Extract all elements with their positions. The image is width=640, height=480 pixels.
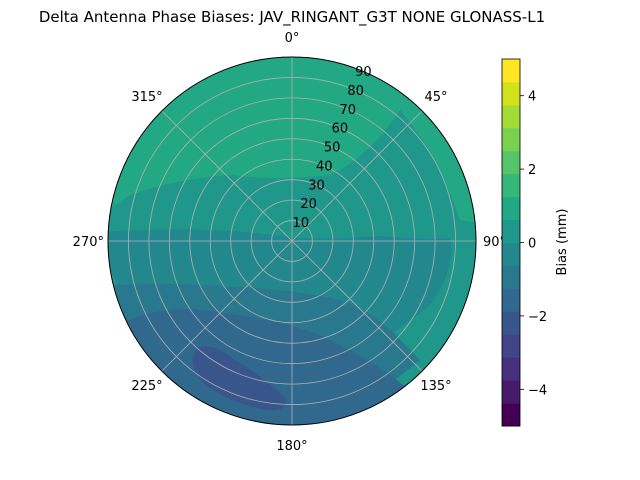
colorbar-band-9 bbox=[502, 196, 520, 221]
colorbar-tick-label-2: 0 bbox=[528, 237, 536, 252]
angle-label-135: 135° bbox=[420, 379, 451, 394]
angle-label-270: 270° bbox=[73, 235, 104, 250]
colorbar-band-14 bbox=[502, 81, 520, 106]
colorbar-label: Bias (mm) bbox=[555, 209, 570, 276]
angle-label-225: 225° bbox=[131, 379, 162, 394]
colorbar-band-6 bbox=[502, 265, 520, 289]
angular-grid bbox=[108, 57, 476, 425]
colorbar-band-0 bbox=[502, 403, 520, 427]
colorbar-tick-label-1: −2 bbox=[528, 310, 547, 325]
colorbar-band-8 bbox=[502, 219, 520, 243]
colorbar-band-13 bbox=[502, 104, 520, 129]
radial-label-60: 60 bbox=[332, 122, 349, 137]
angle-label-90: 90° bbox=[483, 235, 506, 250]
angle-label-45: 45° bbox=[424, 90, 447, 105]
radial-label-10: 10 bbox=[293, 216, 310, 231]
angular-gridline-135 bbox=[291, 240, 423, 372]
radial-labels: 10 20 30 40 50 60 70 80 90 bbox=[293, 65, 372, 231]
colorbar-band-3 bbox=[502, 334, 520, 358]
radial-label-80: 80 bbox=[347, 84, 364, 99]
colorbar: −4 −2 0 2 4 bbox=[501, 58, 547, 427]
radial-label-30: 30 bbox=[308, 178, 325, 193]
radial-label-40: 40 bbox=[316, 159, 333, 174]
colorbar-band-10 bbox=[502, 173, 520, 198]
chart-title: Delta Antenna Phase Biases: JAV_RINGANT_… bbox=[39, 8, 545, 27]
radial-label-70: 70 bbox=[339, 103, 356, 118]
colorbar-band-11 bbox=[502, 150, 520, 175]
colorbar-band-2 bbox=[502, 357, 520, 381]
radial-label-20: 20 bbox=[300, 197, 317, 212]
colorbar-band-15 bbox=[502, 59, 520, 83]
angular-gridline-225 bbox=[161, 240, 293, 372]
polar-frame bbox=[107, 56, 477, 426]
angle-label-0: 0° bbox=[285, 31, 300, 46]
colorbar-band-12 bbox=[502, 127, 520, 152]
colorbar-band-4 bbox=[502, 311, 520, 335]
colorbar-tick-label-3: 2 bbox=[528, 163, 536, 178]
angular-gridline-315 bbox=[161, 110, 293, 242]
colorbar-tick-label-4: 4 bbox=[528, 90, 536, 105]
colorbar-band-1 bbox=[502, 380, 520, 404]
colorbar-band-5 bbox=[502, 288, 520, 312]
colorbar-tick-label-0: −4 bbox=[528, 383, 547, 398]
radial-label-90: 90 bbox=[355, 65, 372, 80]
angle-label-180: 180° bbox=[276, 439, 307, 454]
angle-label-315: 315° bbox=[131, 90, 162, 105]
angular-gridline-45 bbox=[291, 110, 423, 242]
radial-label-50: 50 bbox=[324, 141, 341, 156]
colorbar-band-7 bbox=[502, 242, 520, 266]
